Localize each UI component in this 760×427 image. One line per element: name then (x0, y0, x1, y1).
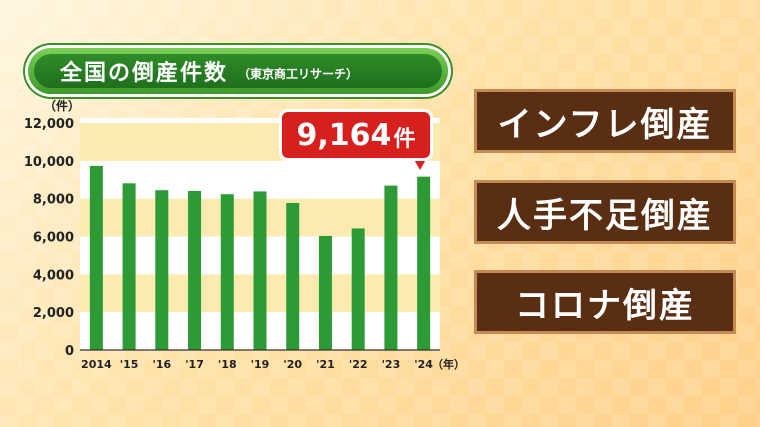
tag-inflation-bankruptcy: インフレ倒産 (474, 89, 736, 153)
x-tick-label: '22 (349, 358, 368, 371)
callout-pointer (410, 157, 430, 175)
callout-unit: 件 (393, 127, 416, 152)
x-tick-label: 2014 (81, 358, 112, 371)
y-tick-label: 6,000 (33, 231, 74, 246)
y-tick-label: 12,000 (24, 117, 74, 132)
x-axis-labels: 2014 '15 '16 '17 '18 '19 '20 '21 '22 '23 '24 (81, 358, 433, 371)
bar-9 (384, 185, 398, 350)
bar-0 (89, 165, 103, 350)
title-banner: 全国の倒産件数 （東京商工リサーチ） (28, 48, 448, 94)
highlight-callout: 9,164 件 (282, 112, 430, 158)
x-tick-label: '16 (152, 358, 171, 371)
y-axis-unit: （件） (44, 98, 80, 113)
y-tick-label: 2,000 (33, 306, 74, 321)
bar-4 (220, 194, 234, 350)
bar-7 (318, 235, 332, 350)
title-inner: 全国の倒産件数 （東京商工リサーチ） (34, 54, 442, 88)
y-tick-label: 0 (65, 344, 74, 359)
bar-10 (417, 176, 431, 350)
bar-5 (253, 191, 267, 350)
bar-3 (188, 191, 202, 350)
bar-1 (122, 183, 136, 350)
x-tick-label: '23 (382, 358, 401, 371)
x-axis-unit: （年） (432, 357, 465, 371)
bar-2 (155, 190, 169, 350)
tag-labor-shortage-bankruptcy: 人手不足倒産 (474, 180, 736, 244)
x-tick-label: '15 (120, 358, 139, 371)
tag-covid-bankruptcy: コロナ倒産 (474, 270, 736, 334)
chart-title: 全国の倒産件数 (60, 61, 229, 86)
x-tick-label: '18 (218, 358, 237, 371)
y-axis-labels: 0 2,000 4,000 6,000 8,000 10,000 12,000 (24, 117, 74, 359)
x-tick-label: '17 (185, 358, 204, 371)
x-tick-label: '20 (283, 358, 302, 371)
chart-bars (89, 165, 431, 350)
bar-6 (286, 202, 300, 350)
bar-8 (351, 228, 365, 350)
chart-source: （東京商工リサーチ） (238, 66, 359, 81)
y-tick-label: 10,000 (24, 155, 74, 170)
y-tick-label: 4,000 (33, 268, 74, 283)
x-tick-label: '19 (251, 358, 270, 371)
callout-value: 9,164 (296, 117, 392, 153)
y-tick-label: 8,000 (33, 193, 74, 208)
x-tick-label: '24 (414, 358, 433, 371)
x-tick-label: '21 (316, 358, 335, 371)
